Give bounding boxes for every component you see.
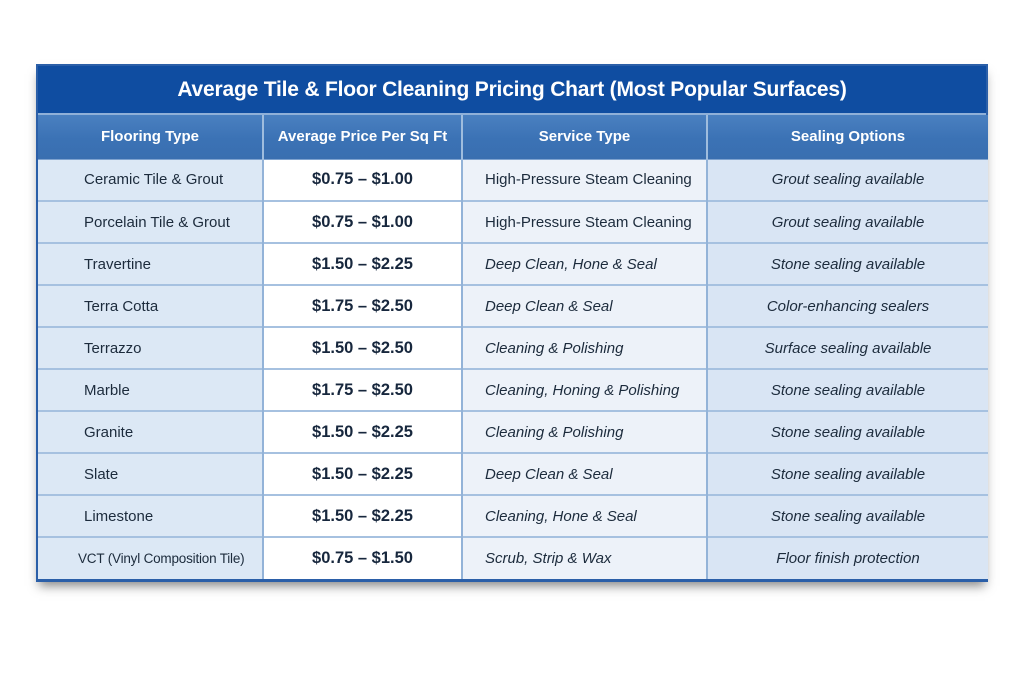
column-header-average-price: Average Price Per Sq Ft [262,115,462,160]
table-row: Terrazzo $1.50 – $2.50 Cleaning & Polishin… [38,326,988,369]
service-type-cell: Cleaning, Honing & Polishing [461,368,707,411]
sealing-options-cell: Stone sealing available [706,452,988,495]
price-cell: $0.75 – $1.00 [262,159,462,201]
service-type-cell: Cleaning, Hone & Seal [461,494,707,537]
sealing-options-cell: Stone sealing available [706,410,988,453]
service-type-cell: Deep Clean & Seal [461,284,707,327]
flooring-type-cell: Marble [38,368,263,411]
flooring-type-cell: Terrazzo [38,326,263,369]
column-header-flooring-type: Flooring Type [38,115,263,160]
sealing-options-cell: Stone sealing available [706,494,988,537]
sealing-options-cell: Stone sealing available [706,242,988,285]
service-type-cell: Deep Clean, Hone & Seal [461,242,707,285]
column-header-sealing-options: Sealing Options [706,115,988,160]
flooring-type-cell: Ceramic Tile & Grout [38,159,263,201]
price-cell: $1.50 – $2.25 [262,242,462,285]
table-row: Limestone $1.50 – $2.25 Cleaning, Hone & S… [38,494,988,537]
price-cell: $1.50 – $2.50 [262,326,462,369]
service-type-cell: High-Pressure Steam Cleaning [461,159,707,201]
service-type-cell: Deep Clean & Seal [461,452,707,495]
table-row: Slate $1.50 – $2.25 Deep Clean & Seal Stone… [38,452,988,495]
flooring-type-cell: Terra Cotta [38,284,263,327]
sealing-options-cell: Color-enhancing sealers [706,284,988,327]
sealing-options-cell: Grout sealing available [706,200,988,243]
flooring-type-cell: Granite [38,410,263,453]
sealing-options-cell: Floor finish protection [706,536,988,579]
table-row: Travertine $1.50 – $2.25 Deep Clean, Hone … [38,242,988,285]
sealing-options-cell: Grout sealing available [706,159,988,201]
flooring-type-cell: Limestone [38,494,263,537]
flooring-type-cell: Travertine [38,242,263,285]
flooring-type-cell: VCT (Vinyl Composition Tile) [38,536,263,579]
table-row: Porcelain Tile & Grout $0.75 – $1.00 High-… [38,200,988,243]
flooring-type-cell: Porcelain Tile & Grout [38,200,263,243]
price-cell: $1.50 – $2.25 [262,410,462,453]
price-cell: $0.75 – $1.00 [262,200,462,243]
service-type-cell: High-Pressure Steam Cleaning [461,200,707,243]
column-header-service-type: Service Type [461,115,707,160]
service-type-cell: Cleaning & Polishing [461,326,707,369]
table-row: Granite $1.50 – $2.25 Cleaning & Polishing… [38,410,988,453]
pricing-table: Flooring Type Average Price Per Sq Ft Se… [38,115,988,579]
pricing-table-header: Flooring Type Average Price Per Sq Ft Se… [38,115,988,160]
price-cell: $1.75 – $2.50 [262,368,462,411]
price-cell: $1.50 – $2.25 [262,494,462,537]
table-row: Ceramic Tile & Grout $0.75 – $1.00 High-Pr… [38,159,988,201]
header-row: Flooring Type Average Price Per Sq Ft Se… [38,115,988,160]
chart-title: Average Tile & Floor Cleaning Pricing Ch… [38,66,986,115]
service-type-cell: Scrub, Strip & Wax [461,536,707,579]
price-cell: $1.75 – $2.50 [262,284,462,327]
sealing-options-cell: Surface sealing available [706,326,988,369]
sealing-options-cell: Stone sealing available [706,368,988,411]
price-cell: $0.75 – $1.50 [262,536,462,579]
table-row: Marble $1.75 – $2.50 Cleaning, Honing & Po… [38,368,988,411]
table-row: Terra Cotta $1.75 – $2.50 Deep Clean & Sea… [38,284,988,327]
table-row: VCT (Vinyl Composition Tile) $0.75 – $1.5… [38,536,988,579]
flooring-type-cell: Slate [38,452,263,495]
pricing-chart-card: Average Tile & Floor Cleaning Pricing Ch… [36,64,988,582]
service-type-cell: Cleaning & Polishing [461,410,707,453]
price-cell: $1.50 – $2.25 [262,452,462,495]
pricing-table-body: Ceramic Tile & Grout $0.75 – $1.00 High-Pr… [38,159,988,579]
